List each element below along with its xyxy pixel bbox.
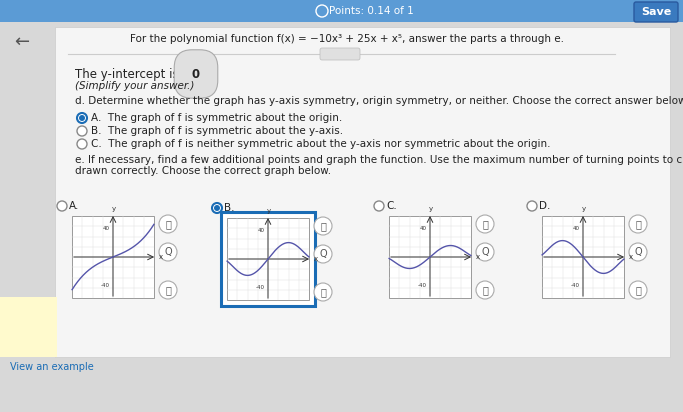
Text: x: x: [314, 256, 318, 262]
Text: ⧉: ⧉: [165, 285, 171, 295]
Circle shape: [629, 243, 647, 261]
Bar: [227, 218, 309, 300]
Text: ⌕: ⌕: [320, 221, 326, 231]
Text: Q: Q: [635, 247, 642, 257]
Text: Points: 0.14 of 1: Points: 0.14 of 1: [329, 6, 414, 16]
Circle shape: [77, 113, 87, 123]
Text: e. If necessary, find a few additional points and graph the function. Use the ma: e. If necessary, find a few additional p…: [75, 155, 683, 165]
Text: Q: Q: [164, 247, 172, 257]
Circle shape: [159, 281, 177, 299]
Circle shape: [77, 126, 87, 136]
Circle shape: [314, 283, 332, 301]
Text: 40: 40: [103, 226, 110, 231]
Circle shape: [212, 203, 222, 213]
Text: For the polynomial function f(x) = −10x³ + 25x + x⁵, answer the parts a through : For the polynomial function f(x) = −10x³…: [130, 34, 564, 44]
Circle shape: [527, 201, 537, 211]
Text: Q: Q: [319, 249, 326, 259]
Text: -40: -40: [571, 283, 580, 288]
Text: ←: ←: [14, 33, 29, 51]
Text: ⧉: ⧉: [635, 285, 641, 295]
Text: -40: -40: [418, 283, 427, 288]
Bar: [0, 0, 683, 22]
Circle shape: [629, 215, 647, 233]
Text: The y-intercept is: The y-intercept is: [75, 68, 179, 80]
Text: x: x: [629, 254, 633, 260]
Text: Save: Save: [641, 7, 671, 17]
Circle shape: [476, 243, 494, 261]
Text: B.  The graph of f is symmetric about the y-axis.: B. The graph of f is symmetric about the…: [91, 126, 343, 136]
Text: ⧉: ⧉: [482, 285, 488, 295]
Text: (Simplify your answer.): (Simplify your answer.): [75, 81, 195, 91]
Text: Q: Q: [482, 247, 489, 257]
Circle shape: [77, 139, 87, 149]
Text: 40: 40: [258, 228, 265, 233]
Circle shape: [79, 115, 85, 121]
Text: ⌕: ⌕: [165, 219, 171, 229]
Text: C.: C.: [386, 201, 397, 211]
Text: -40: -40: [256, 285, 265, 290]
Text: ⧉: ⧉: [320, 287, 326, 297]
Text: View an example: View an example: [10, 362, 94, 372]
Bar: [389, 216, 471, 298]
Text: D.: D.: [539, 201, 550, 211]
Text: y: y: [112, 206, 116, 212]
Circle shape: [314, 217, 332, 235]
Circle shape: [629, 281, 647, 299]
Circle shape: [214, 205, 220, 211]
Text: B.: B.: [224, 203, 234, 213]
Text: x: x: [159, 254, 163, 260]
Text: y: y: [429, 206, 433, 212]
Text: 40: 40: [420, 226, 427, 231]
Circle shape: [374, 201, 384, 211]
FancyBboxPatch shape: [634, 2, 678, 22]
Text: A.: A.: [69, 201, 79, 211]
Text: A.  The graph of f is symmetric about the origin.: A. The graph of f is symmetric about the…: [91, 113, 342, 123]
Text: 0: 0: [192, 68, 200, 80]
Bar: [221, 212, 315, 306]
Text: 40: 40: [573, 226, 580, 231]
Text: x: x: [476, 254, 480, 260]
Text: y: y: [267, 208, 271, 214]
Text: drawn correctly. Choose the correct graph below.: drawn correctly. Choose the correct grap…: [75, 166, 331, 176]
Circle shape: [314, 245, 332, 263]
Bar: [72, 216, 154, 298]
FancyBboxPatch shape: [320, 48, 360, 60]
Circle shape: [57, 201, 67, 211]
Bar: [542, 216, 624, 298]
Circle shape: [159, 243, 177, 261]
Text: ⌕: ⌕: [482, 219, 488, 229]
Circle shape: [159, 215, 177, 233]
Text: -40: -40: [101, 283, 110, 288]
Bar: [55, 27, 670, 357]
Text: C.  The graph of f is neither symmetric about the y-axis nor symmetric about the: C. The graph of f is neither symmetric a…: [91, 139, 550, 149]
Text: d. Determine whether the graph has y-axis symmetry, origin symmetry, or neither.: d. Determine whether the graph has y-axi…: [75, 96, 683, 106]
Text: ⌕: ⌕: [635, 219, 641, 229]
Text: y: y: [582, 206, 586, 212]
Circle shape: [476, 215, 494, 233]
Bar: [0, 297, 57, 357]
Circle shape: [476, 281, 494, 299]
